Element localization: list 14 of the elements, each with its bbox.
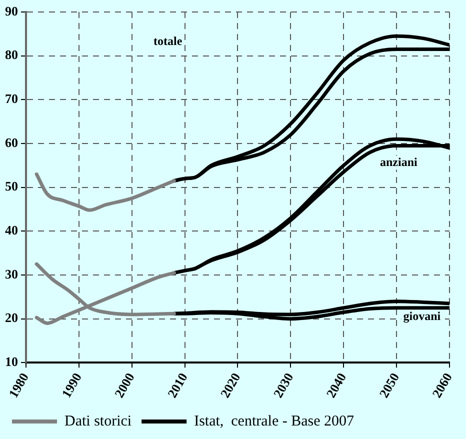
y-tick-label: 90 xyxy=(5,3,18,18)
y-tick-label: 10 xyxy=(5,354,18,370)
legend-label: Dati storici xyxy=(64,413,132,430)
y-tick-label: 80 xyxy=(5,47,18,62)
y-tick-label: 20 xyxy=(5,310,18,326)
annotation: totale xyxy=(154,34,183,48)
annotation: giovani xyxy=(403,309,442,324)
legend-label: Istat, centrale - Base 2007 xyxy=(194,413,355,430)
y-tick-label: 40 xyxy=(5,222,18,238)
y-tick-label: 30 xyxy=(5,266,18,282)
y-tick-label: 50 xyxy=(5,178,18,194)
annotation: anziani xyxy=(380,154,418,169)
y-tick-label: 60 xyxy=(5,134,18,150)
y-tick-label: 70 xyxy=(5,91,18,106)
